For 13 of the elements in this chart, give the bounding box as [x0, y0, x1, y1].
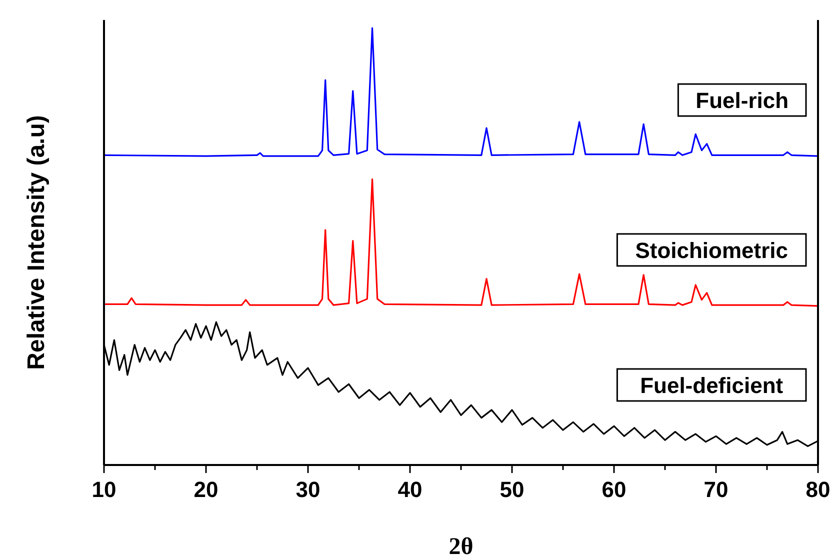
x-tick-label: 40	[398, 477, 422, 502]
x-tick-label: 60	[602, 477, 626, 502]
x-tick-label: 30	[296, 477, 320, 502]
series-label: Stoichiometric	[635, 238, 788, 263]
x-axis-title: 2θ	[448, 534, 474, 560]
x-tick-label: 80	[806, 477, 830, 502]
series-label: Fuel-rich	[696, 88, 789, 114]
x-tick-label: 20	[194, 477, 218, 502]
x-tick-label: 10	[92, 477, 116, 502]
series-label: Fuel-deficient	[640, 372, 784, 398]
x-tick-label: 50	[500, 477, 524, 502]
x-tick-label: 70	[704, 477, 728, 502]
y-axis-title: Relative Intensity (a.u)	[23, 115, 50, 370]
